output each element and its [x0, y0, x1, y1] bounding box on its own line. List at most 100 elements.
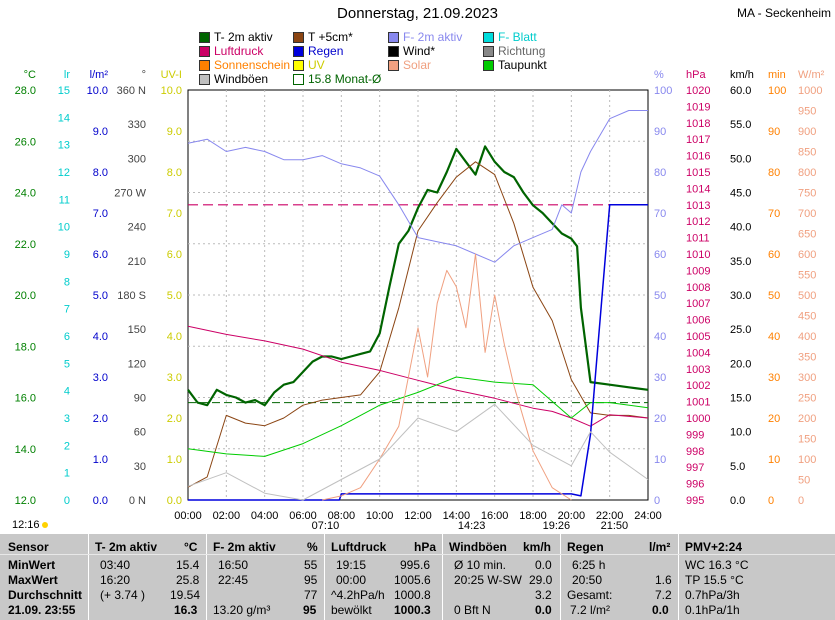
x-tick-label: 24:00: [634, 510, 662, 522]
axis-tick-label: 250: [798, 393, 816, 405]
legend-item: Windböen: [199, 72, 268, 86]
legend-item: Solar: [388, 58, 431, 72]
axis-tick-label: 30: [768, 372, 780, 384]
axis-tick-label: 14: [58, 112, 70, 124]
axis-tick-label: 1013: [686, 200, 710, 212]
axis-tick-label: 12.0: [15, 495, 36, 507]
table-cell: 20:25 W-SW: [454, 573, 522, 587]
axis-tick-label: 28.0: [15, 85, 36, 97]
stats-table: Sensor MinWert MaxWert Durchschnitt 21.0…: [0, 534, 835, 620]
axis-tick-label: 1005: [686, 331, 710, 343]
table-cell: 22:45: [218, 573, 249, 587]
axis-tick-label: 70: [654, 208, 666, 220]
weather-chart: 00:00 02:00 04:00 06:00 08:00 10:00 12:00 14:00…: [12, 69, 825, 532]
axis-tick-label: 1.0: [93, 454, 108, 466]
table-cell: 13.20 g/m³: [213, 603, 271, 617]
table-cell: 1005.6: [394, 573, 431, 587]
series-t-5cm: [187, 161, 649, 488]
axis-tick-label: 2.0: [167, 413, 182, 425]
axis-tick-label: 330: [128, 119, 146, 131]
table-cell: 19:15: [336, 558, 367, 572]
axis-tick-label: 270 W: [114, 188, 146, 200]
x-tick-label: 12:00: [404, 510, 432, 522]
axis-tick-label: 22.0: [15, 239, 36, 251]
axis-tick-label: 15: [58, 85, 70, 97]
axis-tick-label: 0: [64, 495, 70, 507]
axis-tick-label: 1019: [686, 101, 710, 113]
table-cell: 7.2: [655, 588, 672, 602]
axis-tick-label: 8.0: [93, 167, 108, 179]
table-cell: Gesamt:: [567, 588, 613, 602]
row-label: 21.09. 23:55: [8, 603, 76, 617]
axis-tick-label: 1006: [686, 315, 710, 327]
row-label: MaxWert: [8, 573, 58, 587]
axis-tick-label: 7.0: [167, 208, 182, 220]
axis-tick-label: 60: [654, 249, 666, 261]
table-cell: 0.7hPa/3h: [685, 588, 740, 602]
x-tick-label: 08:00: [328, 510, 356, 522]
table-cell: 1000.8: [394, 588, 431, 602]
axis-tick-label: 240: [128, 222, 146, 234]
table-cell: 0.0: [535, 603, 552, 617]
legend-item: F- 2m aktiv: [388, 30, 462, 44]
axis-unit: lr: [64, 69, 70, 81]
series-t-2m-aktiv: [187, 145, 649, 407]
axis-tick-label: 90: [134, 393, 146, 405]
sun-icon: [42, 522, 48, 528]
axis-tick-label: 500: [798, 290, 816, 302]
station-name: MA - Seckenheim: [736, 6, 831, 20]
table-cell: ^4.2hPa/h: [331, 588, 385, 602]
axis-tick-label: 20.0: [730, 358, 751, 370]
axis-tick-label: 0.0: [93, 495, 108, 507]
axis-tick-label: 50: [798, 475, 810, 487]
axis-unit: °C: [24, 69, 36, 81]
table-unit: km/h: [523, 540, 552, 554]
table-cell: 6:25 h: [572, 558, 606, 572]
table-cell: TP 15.5 °C: [685, 573, 744, 587]
axis-tick-label: 4.0: [93, 331, 108, 343]
table-cell: WC 16.3 °C: [685, 558, 749, 572]
table-cell: 3.2: [535, 588, 552, 602]
axis-tick-label: 5.0: [167, 290, 182, 302]
axis-tick-label: 45.0: [730, 188, 751, 200]
table-cell: 19.54: [170, 588, 201, 602]
table-cell: 25.8: [176, 573, 200, 587]
table-cell: 15.4: [176, 558, 200, 572]
legend-item: 15.8 Monat-Ø: [293, 72, 381, 86]
table-cell: 95: [304, 573, 318, 587]
legend-item: Richtung: [483, 44, 545, 58]
axis-tick-label: 9: [64, 249, 70, 261]
axis-tick-label: 1015: [686, 167, 710, 179]
table-cell: 95: [303, 603, 317, 617]
sunrise-label: 07:10: [312, 520, 340, 532]
table-header: F- 2m aktiv: [213, 540, 276, 554]
axis-unit: W/m²: [798, 69, 825, 81]
axis-tick-label: 100: [654, 85, 672, 97]
row-label: MinWert: [8, 558, 56, 572]
axis-tick-label: 60.0: [730, 85, 751, 97]
legend-item: Regen: [293, 44, 343, 58]
table-cell: 00:00: [336, 573, 367, 587]
x-tick-label: 16:00: [481, 510, 509, 522]
series-f-2m-aktiv: [187, 110, 648, 263]
axis-tick-label: 6: [64, 331, 70, 343]
table-header: T- 2m aktiv: [95, 540, 158, 554]
axis-tick-label: 998: [686, 446, 704, 458]
table-header: Windböen: [449, 540, 507, 554]
table-cell: 0 Bft N: [454, 603, 491, 617]
table-cell: Ø 10 min.: [454, 558, 507, 572]
axis-tick-label: 11: [59, 194, 70, 206]
axis-tick-label: 1014: [686, 183, 710, 195]
axis-tick-label: 995: [686, 495, 704, 507]
x-tick-label: 04:00: [251, 510, 279, 522]
axis-tick-label: 350: [798, 352, 816, 364]
axis-tick-label: 0.0: [167, 495, 182, 507]
axis-tick-label: 3.0: [93, 372, 108, 384]
legend-item: Sonnenschein: [199, 58, 290, 72]
axis-tick-label: 0: [654, 495, 660, 507]
x-tick-label: 14:00: [443, 510, 471, 522]
axis-tick-label: 1: [64, 468, 70, 480]
series-windb-en: [187, 403, 649, 501]
axis-tick-label: 1007: [686, 298, 710, 310]
axis-tick-label: 80: [654, 167, 666, 179]
